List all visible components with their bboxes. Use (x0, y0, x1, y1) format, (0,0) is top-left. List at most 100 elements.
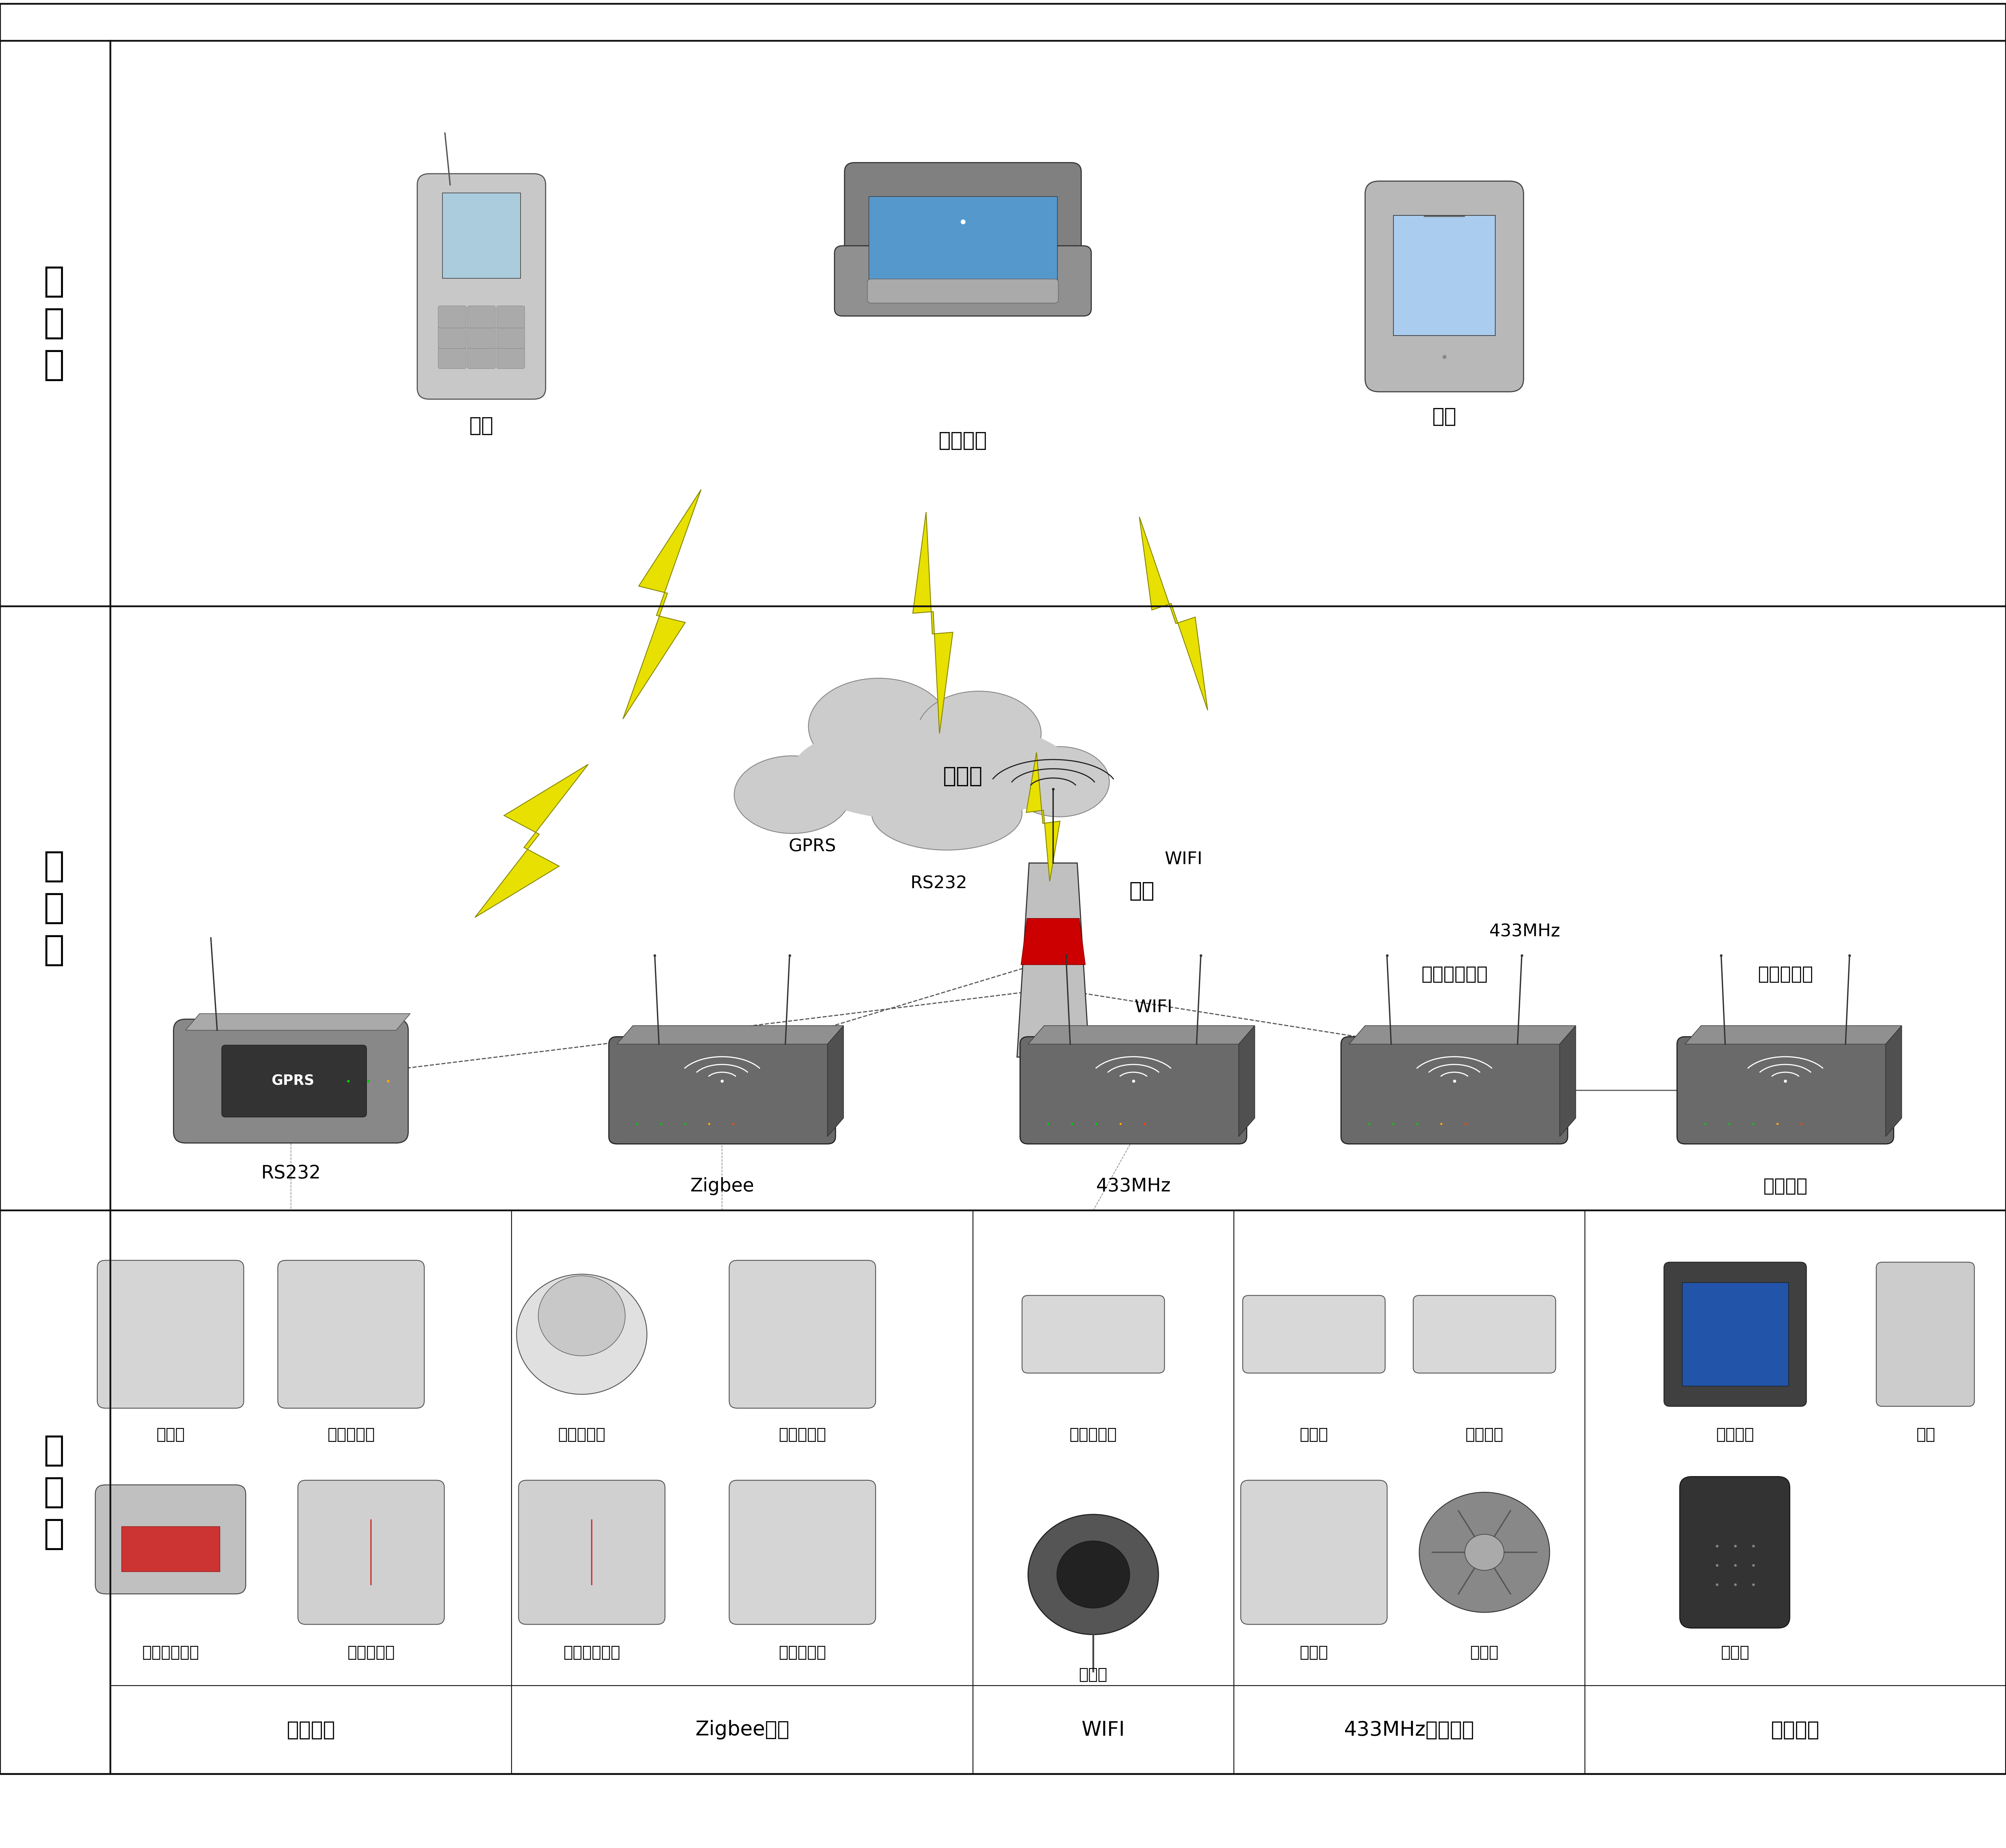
Ellipse shape (734, 756, 851, 833)
Text: 智能中控主机: 智能中控主机 (1420, 965, 1488, 983)
Polygon shape (618, 1026, 843, 1044)
Ellipse shape (808, 678, 949, 774)
Text: 红外信号: 红外信号 (1763, 1177, 1807, 1196)
FancyBboxPatch shape (869, 196, 1057, 285)
Text: 433MHz射频通信: 433MHz射频通信 (1344, 1720, 1474, 1739)
Polygon shape (624, 490, 700, 719)
FancyBboxPatch shape (610, 1037, 837, 1144)
FancyBboxPatch shape (1394, 216, 1494, 336)
Text: 手机: 手机 (469, 416, 493, 436)
Text: 云台轨道机: 云台轨道机 (1069, 1427, 1117, 1441)
Text: 网关: 网关 (1129, 880, 1155, 902)
Polygon shape (1240, 1026, 1256, 1137)
FancyBboxPatch shape (98, 1260, 245, 1408)
Text: 压力传感器: 压力传感器 (327, 1427, 375, 1441)
FancyBboxPatch shape (437, 325, 465, 347)
Text: 433MHz: 433MHz (1095, 1177, 1172, 1196)
Circle shape (538, 1275, 626, 1356)
Text: 遥控器: 遥控器 (1721, 1645, 1749, 1660)
Text: 烟感探测器: 烟感探测器 (558, 1427, 606, 1441)
FancyBboxPatch shape (297, 1480, 445, 1624)
FancyBboxPatch shape (122, 1526, 221, 1571)
Text: Zigbee网络: Zigbee网络 (696, 1720, 788, 1739)
FancyBboxPatch shape (730, 1260, 877, 1408)
Text: WIFI: WIFI (1135, 998, 1172, 1016)
Text: 磁力锁: 磁力锁 (1300, 1427, 1328, 1441)
FancyBboxPatch shape (437, 347, 465, 370)
FancyBboxPatch shape (845, 163, 1081, 296)
Text: 互联网: 互联网 (943, 765, 983, 787)
Circle shape (1029, 1515, 1159, 1635)
FancyBboxPatch shape (441, 192, 522, 279)
Polygon shape (826, 1026, 843, 1137)
Polygon shape (1027, 1026, 1256, 1044)
Text: GPRS: GPRS (788, 837, 837, 856)
FancyBboxPatch shape (173, 1020, 409, 1142)
FancyBboxPatch shape (1244, 1295, 1386, 1373)
FancyBboxPatch shape (1876, 1262, 1974, 1406)
Text: 继电器: 继电器 (1300, 1645, 1328, 1660)
Text: 红外探测器: 红外探测器 (347, 1645, 395, 1660)
FancyBboxPatch shape (1242, 1480, 1388, 1624)
Text: Zigbee: Zigbee (690, 1177, 754, 1196)
Polygon shape (1561, 1026, 1577, 1137)
FancyBboxPatch shape (437, 305, 465, 329)
Polygon shape (1348, 1026, 1577, 1044)
FancyBboxPatch shape (1683, 1283, 1789, 1386)
Text: 磁力开关: 磁力开关 (1466, 1427, 1502, 1441)
Polygon shape (475, 765, 588, 917)
FancyBboxPatch shape (834, 246, 1091, 316)
Ellipse shape (1009, 747, 1109, 817)
FancyBboxPatch shape (497, 325, 526, 347)
Text: 应
用
层: 应 用 层 (44, 264, 64, 383)
Text: RS232: RS232 (261, 1164, 321, 1183)
Text: 433MHz: 433MHz (1488, 922, 1561, 941)
Polygon shape (1017, 863, 1089, 1057)
FancyBboxPatch shape (417, 174, 546, 399)
Ellipse shape (917, 691, 1041, 776)
FancyBboxPatch shape (277, 1260, 425, 1408)
Text: 感
知
层: 感 知 层 (44, 1434, 64, 1550)
Polygon shape (1021, 918, 1085, 965)
FancyBboxPatch shape (730, 1480, 877, 1624)
FancyBboxPatch shape (1342, 1037, 1569, 1144)
Text: 液晶电视: 液晶电视 (1717, 1427, 1753, 1441)
FancyBboxPatch shape (1677, 1037, 1894, 1144)
Circle shape (1464, 1534, 1504, 1571)
Text: 网络球: 网络球 (1079, 1667, 1107, 1682)
Text: 光敏传感器: 光敏传感器 (778, 1645, 826, 1660)
FancyBboxPatch shape (1412, 1295, 1557, 1373)
FancyBboxPatch shape (497, 305, 526, 329)
FancyBboxPatch shape (867, 279, 1059, 303)
Text: 指挥终端: 指挥终端 (939, 431, 987, 451)
Circle shape (1420, 1493, 1549, 1611)
FancyBboxPatch shape (223, 1046, 367, 1116)
Ellipse shape (871, 776, 1023, 850)
Polygon shape (1685, 1026, 1902, 1044)
Text: 串口设备: 串口设备 (287, 1720, 335, 1739)
FancyBboxPatch shape (1679, 1477, 1789, 1628)
FancyBboxPatch shape (467, 325, 495, 347)
Text: WIFI: WIFI (1081, 1720, 1125, 1739)
Polygon shape (1027, 752, 1059, 881)
Text: 红外通信: 红外通信 (1771, 1720, 1819, 1739)
Text: 手机: 手机 (1432, 407, 1456, 427)
FancyBboxPatch shape (1023, 1295, 1163, 1373)
Text: 空调: 空调 (1916, 1427, 1936, 1441)
Circle shape (516, 1275, 646, 1393)
FancyBboxPatch shape (96, 1486, 247, 1593)
Circle shape (1057, 1541, 1129, 1608)
FancyBboxPatch shape (0, 4, 2006, 1774)
Polygon shape (185, 1013, 409, 1031)
Text: GPRS: GPRS (271, 1074, 315, 1088)
Text: 温湿度探测仪: 温湿度探测仪 (564, 1645, 620, 1660)
FancyBboxPatch shape (1366, 181, 1525, 392)
FancyBboxPatch shape (1665, 1262, 1807, 1406)
Text: 红外转发器: 红外转发器 (1757, 965, 1813, 983)
FancyBboxPatch shape (1019, 1037, 1246, 1144)
Text: 网
络
层: 网 络 层 (44, 850, 64, 967)
Text: RS232: RS232 (911, 874, 967, 893)
Text: 排风机: 排风机 (1470, 1645, 1498, 1660)
Text: 瓦斯探测器: 瓦斯探测器 (778, 1427, 826, 1441)
Text: 读卡器: 读卡器 (156, 1427, 185, 1441)
